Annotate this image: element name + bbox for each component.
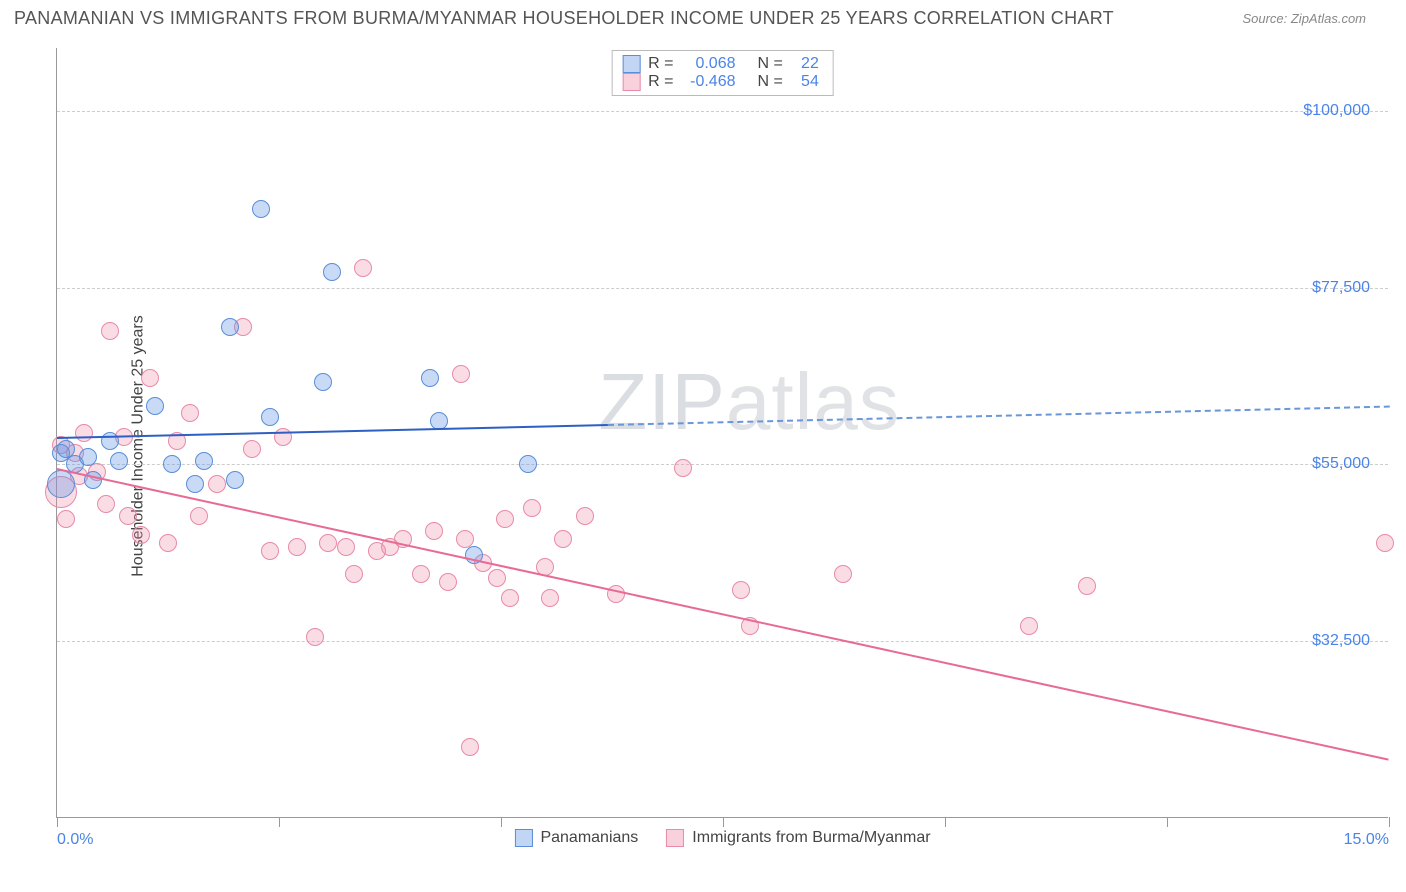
scatter-point bbox=[141, 369, 159, 387]
scatter-point bbox=[110, 452, 128, 470]
n-label: N = bbox=[758, 55, 783, 73]
scatter-point bbox=[439, 573, 457, 591]
scatter-point bbox=[345, 565, 363, 583]
scatter-point bbox=[132, 526, 150, 544]
trend-line bbox=[57, 424, 608, 439]
legend-series: Panamanians Immigrants from Burma/Myanma… bbox=[514, 829, 930, 847]
scatter-point bbox=[1376, 534, 1394, 552]
scatter-point bbox=[425, 522, 443, 540]
watermark: ZIPatlas bbox=[598, 356, 899, 448]
series-label-pink: Immigrants from Burma/Myanmar bbox=[692, 829, 930, 847]
scatter-point bbox=[541, 589, 559, 607]
scatter-point bbox=[47, 470, 75, 498]
x-tick-label: 0.0% bbox=[57, 831, 93, 849]
x-tick bbox=[1167, 817, 1168, 827]
n-value-blue: 22 bbox=[791, 55, 819, 73]
legend-row-pink: R = -0.468 N = 54 bbox=[622, 73, 819, 91]
scatter-point bbox=[288, 538, 306, 556]
swatch-blue bbox=[622, 55, 640, 73]
scatter-point bbox=[421, 369, 439, 387]
swatch-pink-icon bbox=[666, 829, 684, 847]
trend-line bbox=[57, 468, 1389, 761]
y-tick-label: $77,500 bbox=[1312, 279, 1370, 297]
scatter-point bbox=[306, 628, 324, 646]
scatter-point bbox=[146, 397, 164, 415]
scatter-point bbox=[57, 510, 75, 528]
scatter-point bbox=[243, 440, 261, 458]
swatch-blue-icon bbox=[514, 829, 532, 847]
scatter-point bbox=[119, 507, 137, 525]
scatter-point bbox=[354, 259, 372, 277]
trend-line bbox=[608, 405, 1389, 425]
scatter-point bbox=[101, 432, 119, 450]
scatter-point bbox=[576, 507, 594, 525]
scatter-point bbox=[159, 534, 177, 552]
scatter-point bbox=[163, 455, 181, 473]
scatter-point bbox=[412, 565, 430, 583]
scatter-point bbox=[519, 455, 537, 473]
source-label: Source: ZipAtlas.com bbox=[1242, 11, 1366, 26]
legend-item-blue: Panamanians bbox=[514, 829, 638, 847]
x-tick bbox=[501, 817, 502, 827]
scatter-point bbox=[488, 569, 506, 587]
scatter-point bbox=[732, 581, 750, 599]
x-tick bbox=[945, 817, 946, 827]
legend-item-pink: Immigrants from Burma/Myanmar bbox=[666, 829, 930, 847]
scatter-point bbox=[337, 538, 355, 556]
x-tick bbox=[723, 817, 724, 827]
x-tick bbox=[57, 817, 58, 827]
scatter-point bbox=[252, 200, 270, 218]
plot-area: ZIPatlas R = 0.068 N = 22 R = -0.468 N =… bbox=[56, 48, 1388, 818]
gridline bbox=[57, 464, 1388, 465]
scatter-point bbox=[1078, 577, 1096, 595]
chart-title: PANAMANIAN VS IMMIGRANTS FROM BURMA/MYAN… bbox=[14, 8, 1114, 29]
scatter-point bbox=[261, 542, 279, 560]
scatter-point bbox=[195, 452, 213, 470]
y-tick-label: $32,500 bbox=[1312, 632, 1370, 650]
scatter-point bbox=[75, 424, 93, 442]
r-label: R = bbox=[648, 55, 673, 73]
r-value-blue: 0.068 bbox=[682, 55, 736, 73]
legend-row-blue: R = 0.068 N = 22 bbox=[622, 55, 819, 73]
scatter-point bbox=[79, 448, 97, 466]
scatter-point bbox=[501, 589, 519, 607]
scatter-point bbox=[834, 565, 852, 583]
gridline bbox=[57, 111, 1388, 112]
y-tick-label: $100,000 bbox=[1303, 102, 1370, 120]
swatch-pink bbox=[622, 73, 640, 91]
scatter-point bbox=[190, 507, 208, 525]
r-label: R = bbox=[648, 73, 673, 91]
scatter-point bbox=[181, 404, 199, 422]
gridline bbox=[57, 288, 1388, 289]
chart-container: Householder Income Under 25 years ZIPatl… bbox=[14, 40, 1392, 852]
scatter-point bbox=[186, 475, 204, 493]
scatter-point bbox=[319, 534, 337, 552]
scatter-point bbox=[323, 263, 341, 281]
x-tick bbox=[279, 817, 280, 827]
scatter-point bbox=[674, 459, 692, 477]
gridline bbox=[57, 641, 1388, 642]
scatter-point bbox=[221, 318, 239, 336]
scatter-point bbox=[1020, 617, 1038, 635]
scatter-point bbox=[101, 322, 119, 340]
r-value-pink: -0.468 bbox=[682, 73, 736, 91]
scatter-point bbox=[554, 530, 572, 548]
scatter-point bbox=[461, 738, 479, 756]
scatter-point bbox=[97, 495, 115, 513]
n-value-pink: 54 bbox=[791, 73, 819, 91]
scatter-point bbox=[226, 471, 244, 489]
y-tick-label: $55,000 bbox=[1312, 455, 1370, 473]
scatter-point bbox=[314, 373, 332, 391]
scatter-point bbox=[523, 499, 541, 517]
legend-correlation: R = 0.068 N = 22 R = -0.468 N = 54 bbox=[611, 50, 834, 96]
scatter-point bbox=[452, 365, 470, 383]
x-tick-label: 15.0% bbox=[1344, 831, 1389, 849]
scatter-point bbox=[208, 475, 226, 493]
x-tick bbox=[1389, 817, 1390, 827]
n-label: N = bbox=[758, 73, 783, 91]
series-label-blue: Panamanians bbox=[540, 829, 638, 847]
scatter-point bbox=[261, 408, 279, 426]
scatter-point bbox=[496, 510, 514, 528]
